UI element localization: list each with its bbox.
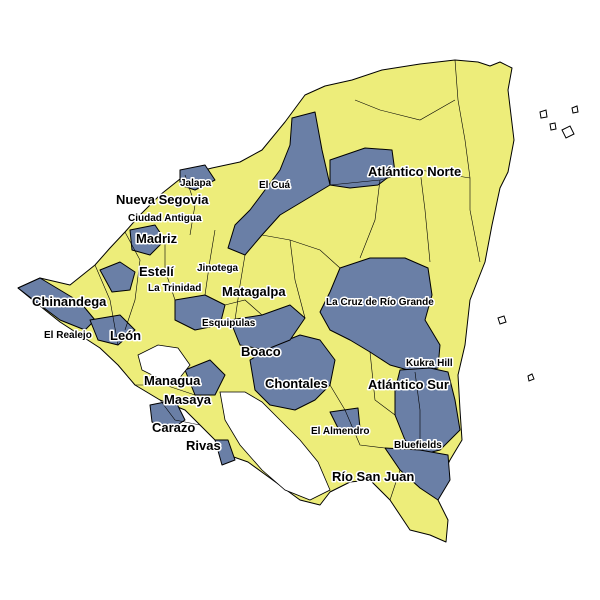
label-masaya: Masaya	[164, 392, 212, 407]
label-el-almendro: El Almendro	[311, 426, 370, 437]
label-el-cua: El Cuá	[259, 180, 291, 191]
label-chontales: Chontales	[265, 376, 328, 391]
label-leon: León	[110, 328, 141, 343]
lake-managua	[137, 344, 191, 381]
region-esteli	[129, 224, 166, 256]
label-carazo: Carazo	[152, 420, 195, 435]
label-el-realejo: El Realejo	[44, 330, 92, 341]
label-rio-san-juan: Río San Juan	[332, 469, 414, 484]
region-rivas	[214, 439, 236, 466]
label-esteli: Estelí	[139, 264, 174, 279]
label-nueva-segovia: Nueva Segovia	[116, 192, 209, 207]
region-river-south	[384, 447, 451, 501]
caribbean-islands	[497, 105, 579, 382]
region-boaco	[229, 304, 306, 351]
label-la-cruz-rio-grande: La Cruz de Río Grande	[326, 297, 434, 308]
label-madriz: Madriz	[136, 231, 178, 246]
region-leon-north	[99, 261, 136, 293]
region-almendro	[329, 407, 361, 433]
label-chinandega: Chinandega	[32, 294, 107, 309]
label-kukra-hill: Kukra Hill	[406, 358, 453, 369]
region-masaya	[149, 399, 186, 431]
lake-nicaragua	[219, 391, 331, 501]
label-ciudad-antigua: Ciudad Antigua	[128, 213, 202, 224]
region-jalapa	[179, 164, 216, 191]
label-boaco: Boaco	[241, 344, 281, 359]
region-atlantico-sur	[394, 367, 461, 456]
label-matagalpa: Matagalpa	[222, 284, 286, 299]
region-leon-central	[89, 314, 136, 346]
label-bluefields: Bluefields	[394, 440, 442, 451]
label-managua: Managua	[144, 373, 201, 388]
label-rivas: Rivas	[186, 438, 221, 453]
municipality-borders	[94, 59, 481, 501]
region-managua-east	[184, 359, 226, 396]
blue-regions	[17, 111, 461, 501]
label-atlantico-norte: Atlántico Norte	[368, 164, 461, 179]
label-jalapa: Jalapa	[180, 178, 212, 189]
map-labels: Jalapa El Cuá Atlántico Norte Nueva Sego…	[31, 163, 463, 486]
label-la-trinidad: La Trinidad	[148, 283, 201, 294]
label-jinotega: Jinotega	[197, 263, 239, 274]
label-esquipulas: Esquipulas	[202, 318, 256, 329]
label-atlantico-sur: Atlántico Sur	[368, 377, 449, 392]
